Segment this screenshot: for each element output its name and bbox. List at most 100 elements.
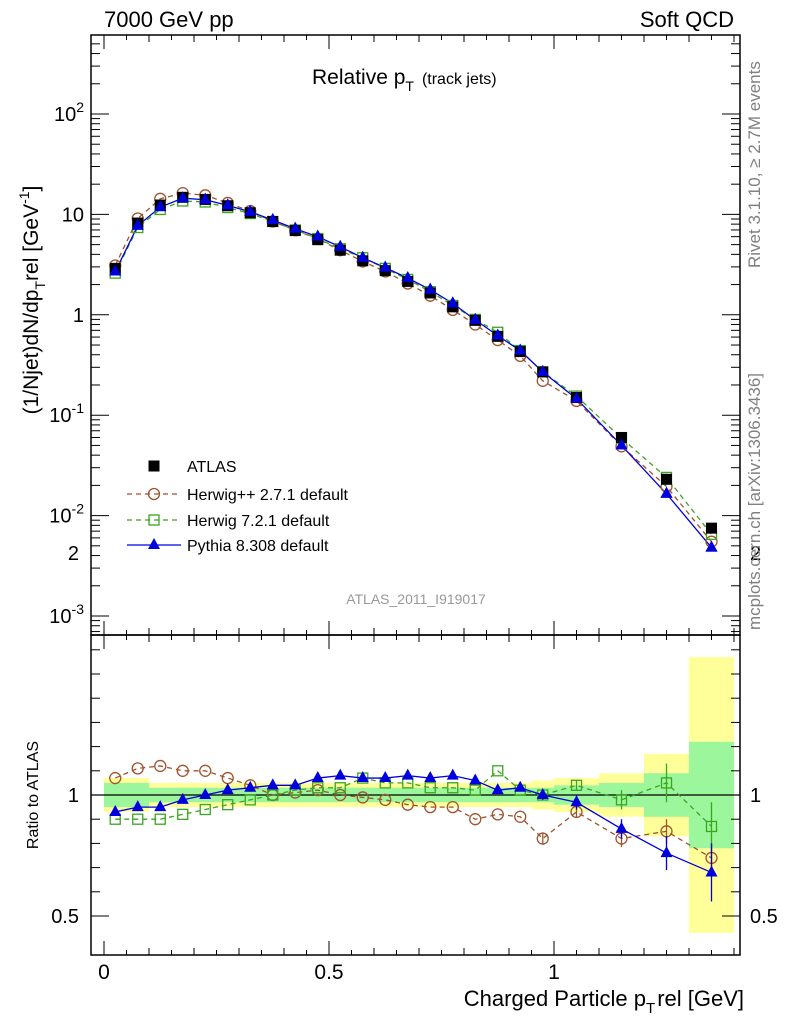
ratio-point (570, 795, 583, 807)
ratio-point (660, 777, 673, 789)
legend-marker (148, 514, 160, 526)
main-y-axis-label: (1/Njet)dN/dpTrel [GeV-1] (16, 186, 48, 415)
legend-label: Herwig++ 2.7.1 default (187, 487, 349, 504)
ratio-uncertainty-bands (91, 657, 740, 933)
series-line (114, 192, 713, 543)
y-tick-label: 1 (73, 305, 84, 327)
ratio-point (334, 768, 347, 780)
ratio-point (199, 788, 212, 799)
ratio-point (176, 792, 189, 804)
ratio-point (615, 794, 628, 806)
series-line (114, 200, 713, 535)
ratio-point (379, 771, 392, 783)
legend-marker (148, 538, 160, 549)
legend: ATLAS Herwig++ 2.7.1 default Herwig 7.2.1 … (127, 459, 349, 555)
ratio-point (221, 771, 234, 785)
series-layer (109, 186, 718, 902)
ratio-point (570, 779, 583, 791)
data-point (514, 343, 527, 355)
ratio-point (514, 780, 527, 792)
x-axis-label: Charged Particle pTrel [GeV] (464, 986, 744, 1017)
ratio-point (177, 808, 189, 821)
data-point (379, 260, 392, 272)
ratio-point (356, 771, 369, 783)
ratio-point (221, 783, 234, 795)
axes-ticks: 0 0.5 1 10-3 10-2 10-1 1 10 102 0.5 0.5 1 1 2 2 (49, 35, 778, 984)
data-point (660, 486, 673, 498)
ratio-point (536, 788, 549, 799)
legend-marker (148, 460, 160, 472)
ratio-point (311, 771, 324, 783)
ratio-point (131, 762, 144, 775)
ratio-point (334, 782, 346, 794)
ratio-point (131, 800, 144, 812)
ratio-point (469, 773, 482, 785)
ratio-point (199, 803, 211, 816)
y-tick-label: 10-3 (49, 601, 84, 628)
plot-title: Relative pT (track jets) (312, 66, 497, 94)
ratio-point (401, 768, 414, 780)
data-point (266, 212, 279, 224)
ratio-point (222, 799, 234, 811)
ratio-point (469, 784, 481, 796)
data-point (469, 312, 482, 324)
mcplots-label: mcplots.cern.ch [arXiv:1306.3436] (745, 372, 764, 630)
x-tick-label: 0 (98, 961, 110, 984)
ratio-y-tick-label: 2 (68, 543, 79, 565)
data-point (154, 200, 167, 212)
data-point (570, 391, 583, 403)
ratio-y-axis-label: Ratio to ATLAS (25, 741, 42, 849)
ratio-y-tick-label-right: 1 (750, 785, 761, 807)
x-tick-label: 1 (548, 961, 560, 984)
header-left-label: 7000 GeV pp (104, 7, 234, 32)
data-point (705, 540, 718, 552)
ratio-point (492, 765, 504, 777)
data-point (615, 438, 628, 450)
ratio-point (401, 798, 414, 811)
data-point (536, 364, 549, 376)
ratio-y-tick-label: 0.5 (51, 906, 79, 928)
data-point (356, 250, 369, 262)
data-point (109, 264, 122, 276)
ratio-point (536, 832, 549, 845)
ratio-point (447, 782, 459, 794)
ratio-point (289, 778, 302, 790)
data-point (176, 191, 189, 203)
ratio-y-tick-label-right: 0.5 (750, 906, 778, 928)
analysis-id: ATLAS_2011_I919017 (346, 591, 486, 607)
ratio-y-tick-label: 1 (68, 785, 79, 807)
legend-label: ATLAS (187, 459, 237, 476)
ratio-point (615, 821, 628, 833)
legend-marker (147, 487, 161, 501)
ratio-point (199, 764, 212, 777)
ratio-point (379, 793, 392, 806)
y-tick-label: 10-1 (49, 400, 84, 427)
ratio-y-tick-label-right: 2 (750, 543, 761, 565)
header-right-label: Soft QCD (639, 7, 734, 32)
data-point (131, 218, 144, 230)
ratio-point (424, 771, 437, 783)
ratio-point (154, 813, 166, 825)
data-point (311, 229, 324, 241)
ratio-point (176, 764, 189, 777)
ratio-point (660, 846, 673, 858)
data-point (334, 239, 347, 251)
ratio-point (267, 789, 279, 801)
data-point (661, 473, 672, 485)
ratio-point (514, 810, 527, 823)
ratio-point (266, 778, 279, 790)
ratio-point (446, 768, 459, 780)
ratio-point (244, 794, 256, 806)
ratio-point (109, 804, 122, 816)
ratio-point (469, 813, 482, 826)
y-tick-label: 10-2 (49, 501, 84, 528)
ratio-point (334, 788, 347, 802)
data-point (289, 221, 302, 233)
ratio-point (109, 771, 122, 785)
data-point (424, 282, 437, 294)
data-point (706, 522, 717, 534)
ratio-point (491, 808, 504, 821)
data-point (199, 192, 212, 204)
data-point (401, 271, 414, 283)
